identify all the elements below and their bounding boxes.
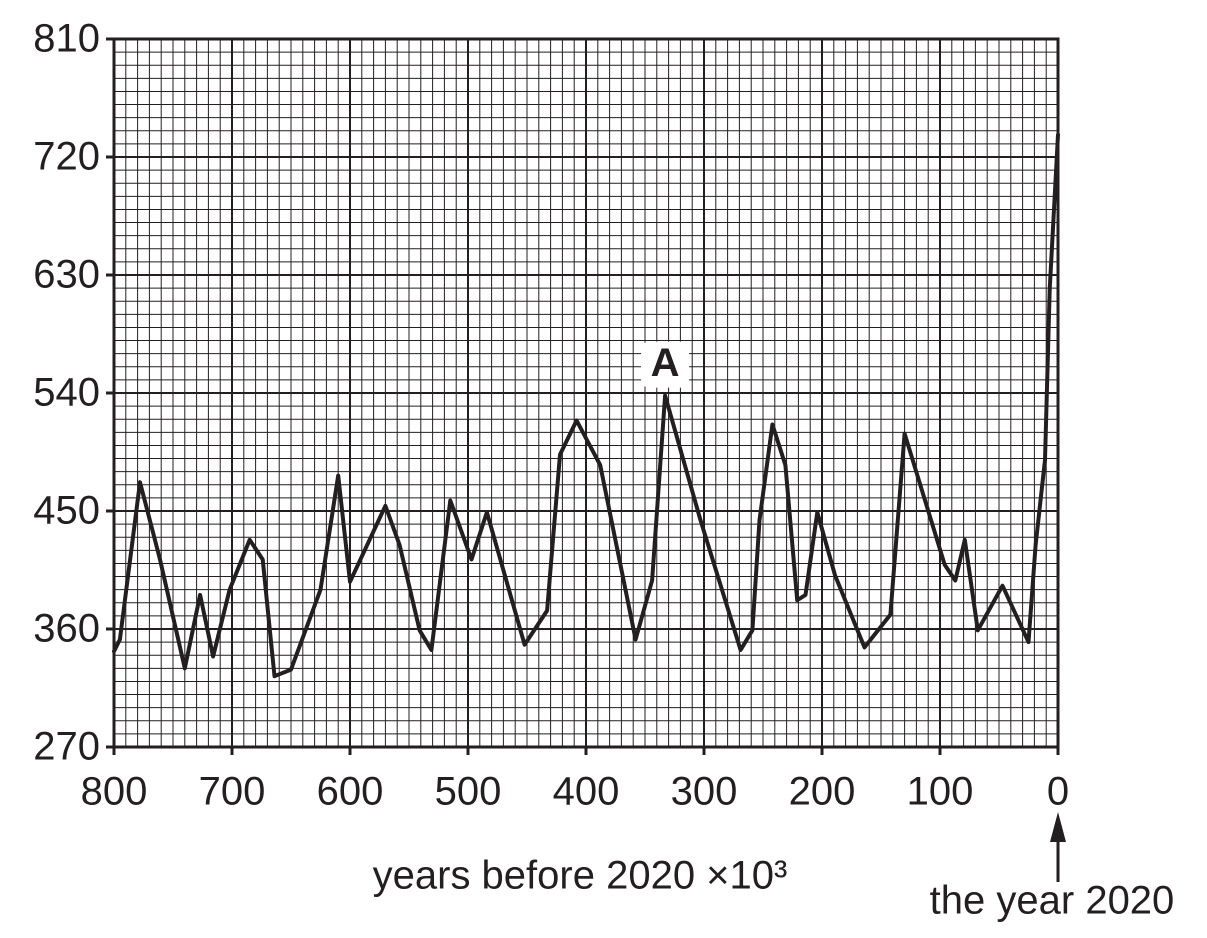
x-tick-label: 400 [553,770,620,814]
y-tick-label: 450 [33,489,100,533]
y-tick-label: 810 [33,17,100,61]
annotation-backdrop [641,341,690,388]
x-tick-label: 100 [907,770,974,814]
arrow-head [1050,812,1066,842]
x-tick-label: 600 [317,770,384,814]
x-tick-label: 300 [671,770,738,814]
y-tick-label: 720 [33,135,100,179]
x-tick-label: 0 [1047,770,1069,814]
y-tick-label: 630 [33,253,100,297]
plot-frame [112,37,1060,749]
x-tick-label: 800 [81,770,148,814]
x-tick-label: 200 [789,770,856,814]
y-tick-label: 540 [33,371,100,415]
grid [113,38,1059,748]
annotation: the year 2020 [930,879,1175,923]
y-tick-label: 270 [33,725,100,769]
y-tick-label: 360 [33,607,100,651]
x-axis-label: years before 2020 ×10³ [373,854,788,898]
x-tick-label: 700 [199,770,266,814]
data-line [112,132,1060,679]
annotation: A [651,341,680,385]
x-tick-label: 500 [435,770,502,814]
